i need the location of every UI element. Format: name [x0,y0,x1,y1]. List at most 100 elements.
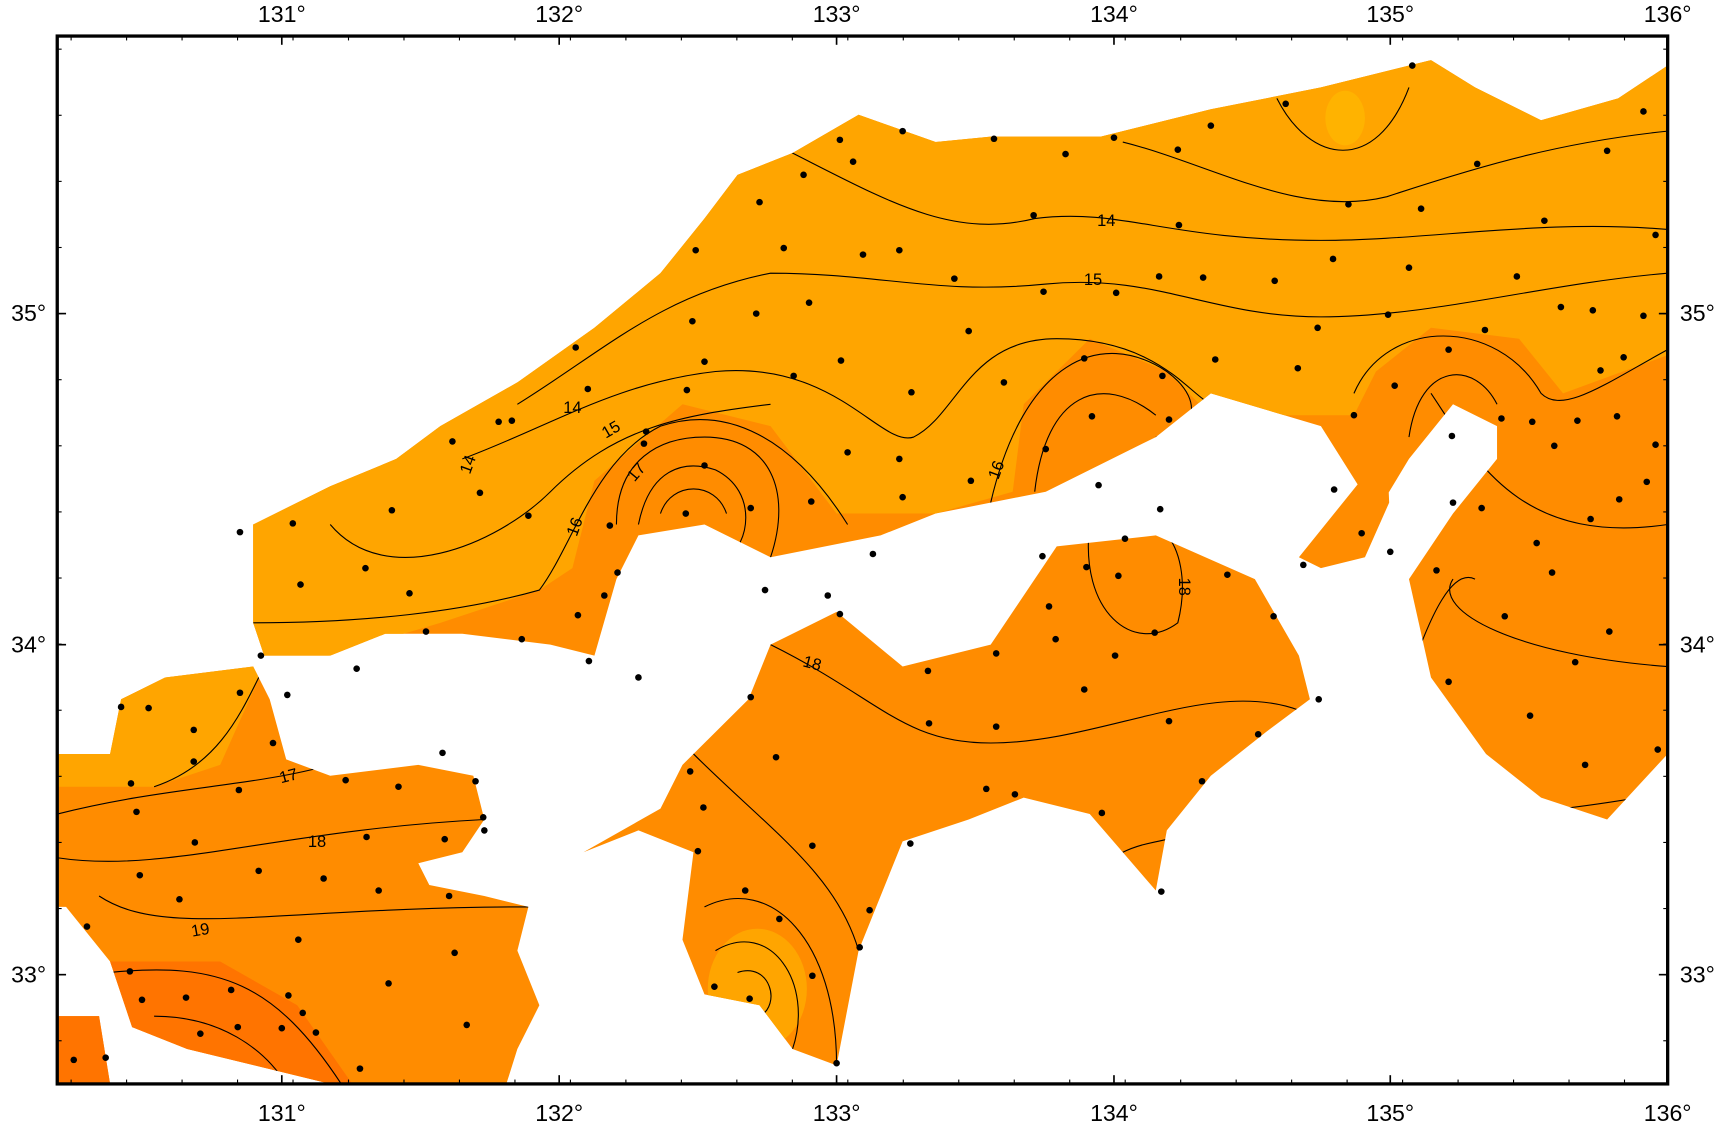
station [1548,569,1556,576]
station [145,704,152,712]
station [1300,561,1307,569]
station [752,310,760,317]
station [1088,413,1096,420]
station [451,949,458,957]
station [907,840,914,847]
station [1448,432,1456,440]
station [234,1023,242,1031]
station [320,875,327,882]
station [776,915,783,923]
station [1652,441,1659,448]
ticks: 131° 131° 132° 132° 133° 133° 134° 134° 135° 135°… [11,1,1715,1126]
station [965,327,972,335]
station [1408,62,1416,69]
y-tick-label: 35° [1680,300,1715,326]
station [126,968,134,975]
station [741,887,749,894]
station [479,814,487,821]
station [700,804,707,811]
station [866,906,873,914]
x-tick-label: 133° [813,1,861,27]
station [1110,134,1118,141]
station [1314,324,1321,332]
station [1270,612,1277,620]
station [1528,418,1536,426]
station [227,986,235,994]
contour-label: 14 [563,399,581,417]
station [1640,312,1647,320]
station [772,753,780,761]
station [1449,499,1457,506]
station [236,689,244,697]
station [1613,413,1621,420]
station [476,489,484,497]
station [924,667,932,675]
station [1151,629,1159,636]
station [1615,496,1623,503]
station [525,512,532,520]
station [236,528,244,536]
station [445,892,453,900]
station [640,440,648,447]
station [1095,481,1102,489]
x-tick-label: 136° [1644,1100,1692,1126]
station [312,1029,320,1036]
station [255,867,262,875]
station [1271,277,1278,285]
station [635,674,642,681]
y-tick-label: 34° [1680,631,1715,657]
station [388,506,396,514]
station [463,1021,471,1029]
station [1557,303,1565,311]
station [1062,150,1069,158]
x-tick-label: 132° [535,1100,583,1126]
station [1587,515,1594,523]
station [824,592,832,599]
station [574,611,582,619]
x-tick-label: 132° [535,1,583,27]
station [406,590,413,597]
station [1391,382,1398,389]
station [990,135,998,143]
station [1155,273,1163,280]
station [1481,326,1489,334]
station [1042,445,1050,453]
station [1052,635,1059,643]
station [83,923,91,930]
station [363,833,370,841]
station [1501,612,1509,620]
station [899,127,906,135]
contour-label: 19 [190,920,211,941]
station [642,428,650,435]
station [1433,567,1440,574]
station [790,372,797,380]
station [1405,264,1413,271]
station [190,726,198,734]
station [1541,217,1548,224]
y-tick-label: 34° [11,631,46,657]
station [1571,658,1579,666]
station [859,251,867,258]
station [682,510,690,517]
station [1039,552,1046,560]
station [833,1059,840,1067]
x-tick-label: 133° [813,1100,861,1126]
station [375,887,382,894]
contour-label: 17 [277,765,299,787]
station [176,895,183,903]
station [746,995,753,1002]
station [584,385,592,393]
stations [70,62,1662,1072]
station [1597,367,1604,374]
station [1445,678,1452,686]
contour-label: 14 [1097,212,1115,230]
station [481,827,488,834]
station [1620,354,1627,361]
station [1080,355,1088,362]
station [449,438,456,445]
station [869,550,877,558]
station [1654,746,1662,753]
station [508,417,516,424]
station [356,1065,364,1072]
station [439,749,446,757]
